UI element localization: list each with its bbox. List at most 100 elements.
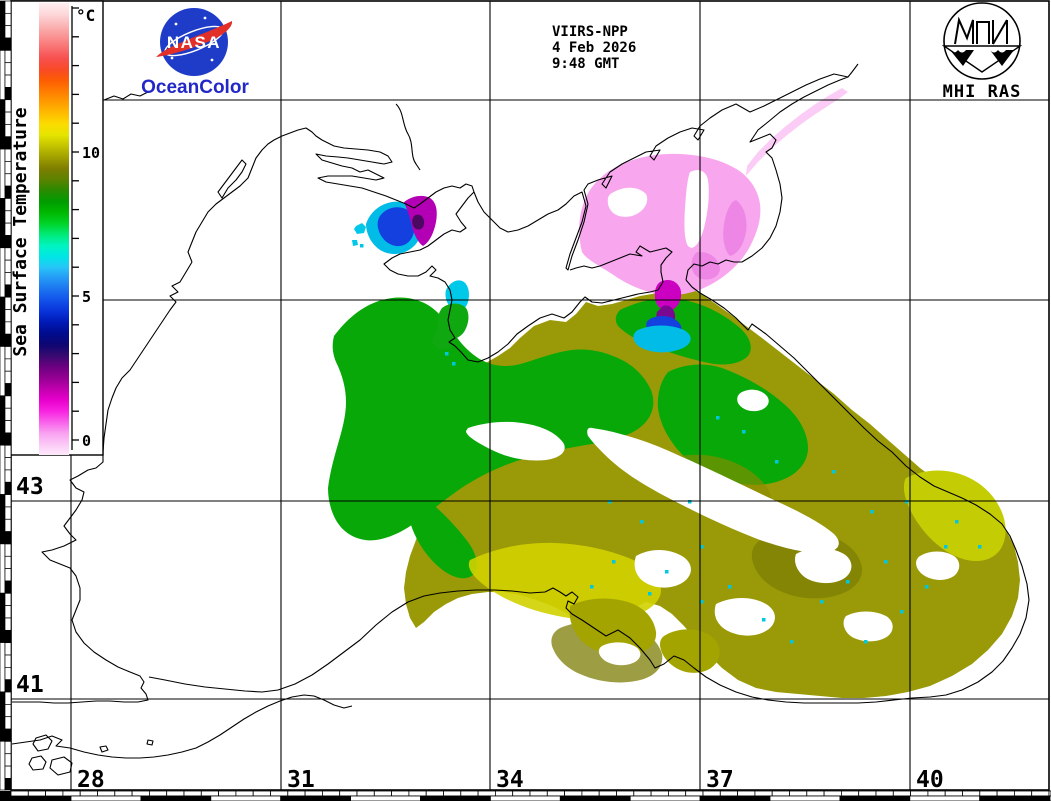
mhi-monogram-g [976,21,990,44]
bottom-ruler-cell [45,790,64,797]
left-ruler-cell [4,691,12,705]
left-ruler-bar [0,247,6,298]
left-ruler-cell [4,654,12,668]
bottom-ruler-cell [425,790,444,797]
sst-region-azov-darker2 [691,251,720,280]
bottom-ruler-bar [699,795,771,801]
left-ruler-cell [4,481,12,495]
coast-west-bulgaria-bosphorus-marmara [12,261,193,704]
bottom-ruler-cell [650,790,669,797]
bottom-ruler-cell [979,790,998,797]
ruler-corner [0,791,11,801]
left-ruler-cell [4,25,12,39]
title-line-sensor: VIIRS-NPP [552,24,628,40]
sst-region-kerch-cyan [633,325,691,353]
cold-speckle [665,570,669,574]
map-graphic [795,548,852,584]
map-graphic [714,598,775,636]
bottom-ruler-bar [629,795,701,801]
cold-pixel-speckles [360,244,982,644]
left-ruler-bar [0,543,6,594]
bottom-ruler-cell [494,790,514,797]
coast-azov-east-north [473,63,859,281]
map-graphic [432,330,456,350]
left-ruler-cell [4,12,12,27]
left-ruler-cell [4,704,12,718]
bottom-ruler-bar [210,795,282,801]
bottom-ruler-cell [737,790,756,797]
map-graphic [99,745,109,753]
left-ruler-bar [0,740,6,791]
sst-region-kerch-magenta [654,280,682,311]
river-lines-nw [103,91,149,101]
bottom-ruler-cell [529,790,548,797]
legend-tick-labels: 10 5 0 [82,144,100,450]
cold-speckle [790,640,794,644]
left-ruler-bar [0,148,6,199]
bottom-ruler-cell [944,790,963,797]
bottom-ruler-cell [823,790,842,797]
bottom-ruler-cell [841,790,860,797]
bottom-ruler-cell [754,790,773,797]
left-ruler-cell [4,778,12,791]
marmara-islands [28,734,154,776]
left-ruler-cell [4,74,12,88]
bottom-ruler-cell [460,790,479,797]
bottom-ruler-bar [140,795,212,801]
left-ruler-cell [4,272,12,286]
bottom-ruler-cell [477,790,496,797]
left-ruler-cell [4,321,12,335]
longitude-label: 31 [287,767,315,793]
bottom-ruler-bar [979,795,1051,801]
map-graphic [32,734,53,752]
left-ruler-bar [0,0,6,51]
cold-speckle [640,520,644,524]
cold-speckle [846,580,850,584]
bottom-ruler-bar [11,796,71,801]
cold-speckle [905,500,909,504]
cold-speckle [775,460,779,464]
left-ruler-cell [4,420,12,434]
mhi-ras-logo: MHI RAS [941,2,1023,102]
left-ruler-cell [4,765,12,779]
nasa-logo-text: NASA [167,33,221,52]
mhi-monogram-i [992,19,1008,45]
bottom-ruler-bar [420,795,491,801]
bottom-ruler-cell [356,790,375,797]
bottom-ruler-cell [512,790,531,797]
river-dnieper [395,103,421,171]
coast-dniester-liman [217,159,247,199]
image-title-block: VIIRS-NPP 4 Feb 2026 9:48 GMT [552,24,636,72]
mhi-emblem-circle [943,2,1021,80]
cold-speckle [870,510,874,514]
left-ruler-cell [4,506,12,520]
left-ruler-bar [0,444,6,495]
left-ruler-cell [4,210,12,224]
bottom-ruler-cell [183,790,202,797]
map-graphic [174,22,178,26]
title-line-time: 9:48 GMT [552,56,619,72]
bottom-ruler-cell [685,790,704,797]
bottom-ruler-cell [218,790,237,797]
bottom-ruler-cell [719,790,738,797]
kalamita-cold-patch [432,280,469,350]
nasa-oceancolor-logo: NASA OceanColor [141,8,249,98]
bottom-ruler-cell [875,790,894,797]
longitude-label: 28 [77,767,105,793]
mhi-wave-right [990,50,1014,66]
left-ruler-cell [4,580,12,594]
bottom-ruler-cell [598,790,617,797]
left-ruler-cell [4,407,12,421]
oceancolor-caption: OceanColor [141,77,249,98]
map-graphic [587,427,839,553]
left-ruler-cell [4,259,12,273]
bottom-ruler-cell [321,790,341,797]
mhi-monogram-m [954,16,974,45]
sst-region-green-tongue-sw [409,497,477,579]
map-graphic [466,421,565,461]
left-ruler-bar [0,494,6,545]
left-ruler-cell [4,469,12,483]
map-graphic [49,756,73,776]
cold-speckle [612,560,616,564]
cold-speckle [700,600,704,604]
